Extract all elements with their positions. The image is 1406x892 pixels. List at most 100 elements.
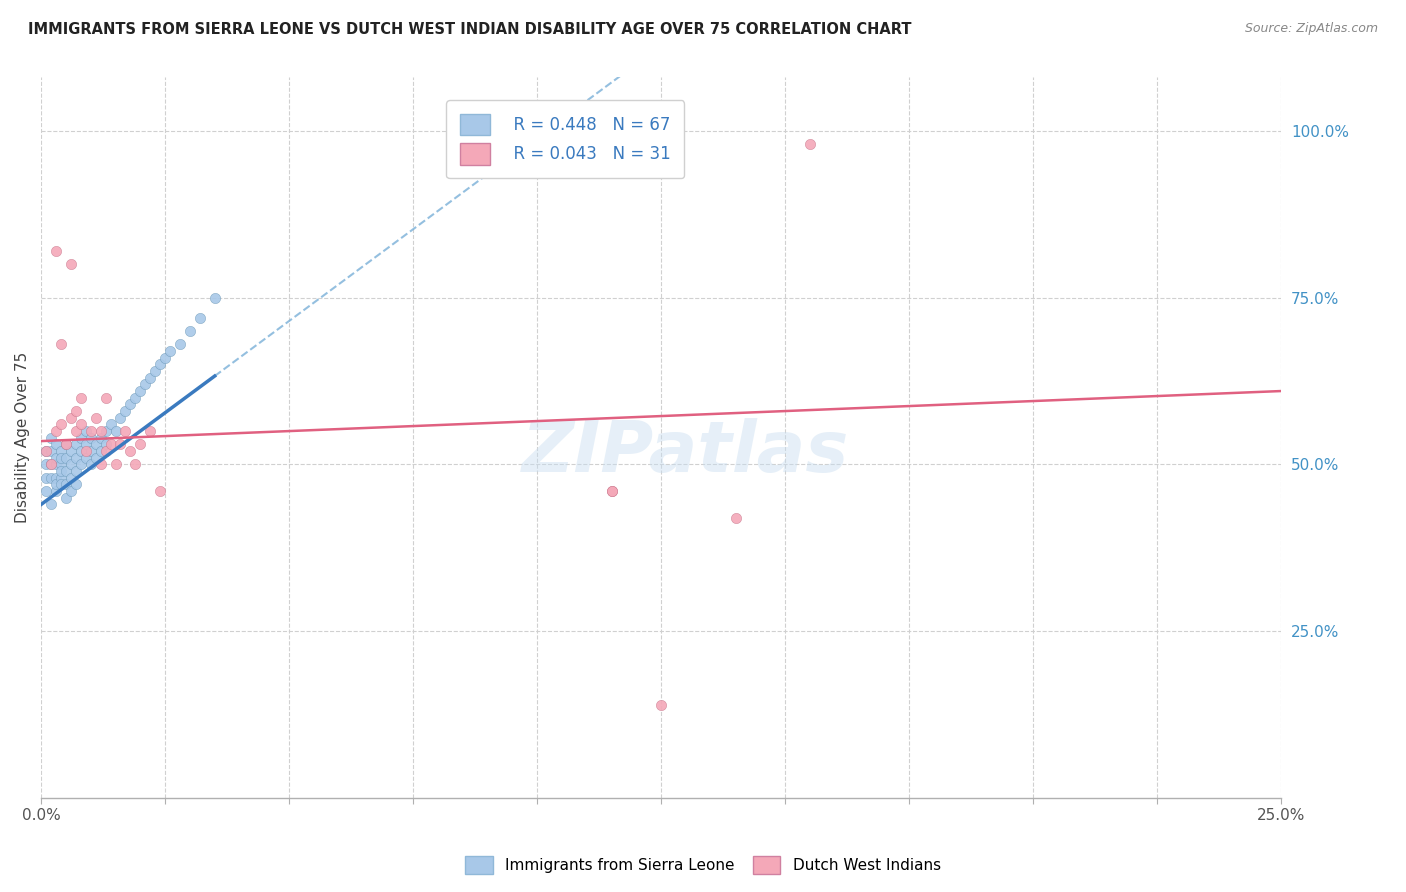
- Point: [65, 450, 87, 465]
- Point: [134, 377, 156, 392]
- Point: [49, 450, 72, 465]
- Point: [59, 257, 82, 271]
- Point: [45, 484, 67, 499]
- Point: [45, 437, 67, 451]
- Point: [80, 431, 103, 445]
- Point: [35, 471, 58, 485]
- Point: [55, 464, 77, 478]
- Point: [799, 137, 821, 152]
- Point: [39, 498, 62, 512]
- Point: [69, 458, 91, 472]
- Text: Source: ZipAtlas.com: Source: ZipAtlas.com: [1244, 22, 1378, 36]
- Text: ZIPatlas: ZIPatlas: [522, 417, 849, 487]
- Point: [35, 444, 58, 458]
- Point: [124, 391, 146, 405]
- Point: [139, 370, 162, 384]
- Point: [153, 351, 176, 365]
- Point: [35, 458, 58, 472]
- Point: [39, 444, 62, 458]
- Point: [49, 337, 72, 351]
- Point: [69, 417, 91, 432]
- Point: [39, 458, 62, 472]
- Point: [69, 444, 91, 458]
- Point: [55, 491, 77, 505]
- Point: [45, 424, 67, 438]
- Point: [94, 437, 117, 451]
- Point: [49, 444, 72, 458]
- Point: [39, 471, 62, 485]
- Point: [129, 437, 152, 451]
- Point: [179, 324, 201, 338]
- Point: [59, 458, 82, 472]
- Point: [724, 511, 747, 525]
- Point: [45, 458, 67, 472]
- Point: [94, 444, 117, 458]
- Point: [65, 464, 87, 478]
- Point: [90, 424, 112, 438]
- Point: [65, 477, 87, 491]
- Point: [120, 397, 142, 411]
- Point: [104, 458, 127, 472]
- Point: [75, 437, 97, 451]
- Point: [69, 431, 91, 445]
- Point: [49, 464, 72, 478]
- Point: [55, 450, 77, 465]
- Point: [84, 410, 107, 425]
- Point: [100, 417, 122, 432]
- Point: [69, 391, 91, 405]
- Point: [84, 437, 107, 451]
- Point: [55, 437, 77, 451]
- Point: [49, 417, 72, 432]
- Point: [80, 458, 103, 472]
- Point: [600, 484, 623, 499]
- Point: [650, 698, 672, 712]
- Point: [90, 458, 112, 472]
- Point: [45, 450, 67, 465]
- Point: [100, 437, 122, 451]
- Point: [45, 244, 67, 258]
- Point: [159, 344, 181, 359]
- Point: [600, 484, 623, 499]
- Point: [90, 431, 112, 445]
- Point: [49, 458, 72, 472]
- Point: [169, 337, 191, 351]
- Legend: Immigrants from Sierra Leone, Dutch West Indians: Immigrants from Sierra Leone, Dutch West…: [460, 850, 946, 880]
- Point: [49, 471, 72, 485]
- Point: [59, 410, 82, 425]
- Point: [55, 477, 77, 491]
- Point: [110, 437, 132, 451]
- Y-axis label: Disability Age Over 75: Disability Age Over 75: [15, 352, 30, 524]
- Point: [49, 477, 72, 491]
- Point: [65, 404, 87, 418]
- Point: [45, 471, 67, 485]
- Point: [39, 431, 62, 445]
- Point: [59, 484, 82, 499]
- Point: [80, 444, 103, 458]
- Point: [139, 424, 162, 438]
- Point: [149, 484, 172, 499]
- Point: [90, 444, 112, 458]
- Point: [55, 437, 77, 451]
- Point: [104, 424, 127, 438]
- Point: [75, 450, 97, 465]
- Point: [110, 410, 132, 425]
- Point: [59, 444, 82, 458]
- Point: [94, 424, 117, 438]
- Point: [75, 444, 97, 458]
- Point: [35, 444, 58, 458]
- Point: [143, 364, 166, 378]
- Point: [35, 484, 58, 499]
- Point: [114, 404, 136, 418]
- Point: [129, 384, 152, 398]
- Point: [204, 291, 226, 305]
- Point: [188, 310, 211, 325]
- Point: [120, 444, 142, 458]
- Point: [59, 471, 82, 485]
- Point: [84, 450, 107, 465]
- Text: IMMIGRANTS FROM SIERRA LEONE VS DUTCH WEST INDIAN DISABILITY AGE OVER 75 CORRELA: IMMIGRANTS FROM SIERRA LEONE VS DUTCH WE…: [28, 22, 911, 37]
- Point: [80, 424, 103, 438]
- Point: [114, 424, 136, 438]
- Point: [124, 458, 146, 472]
- Point: [45, 477, 67, 491]
- Point: [94, 391, 117, 405]
